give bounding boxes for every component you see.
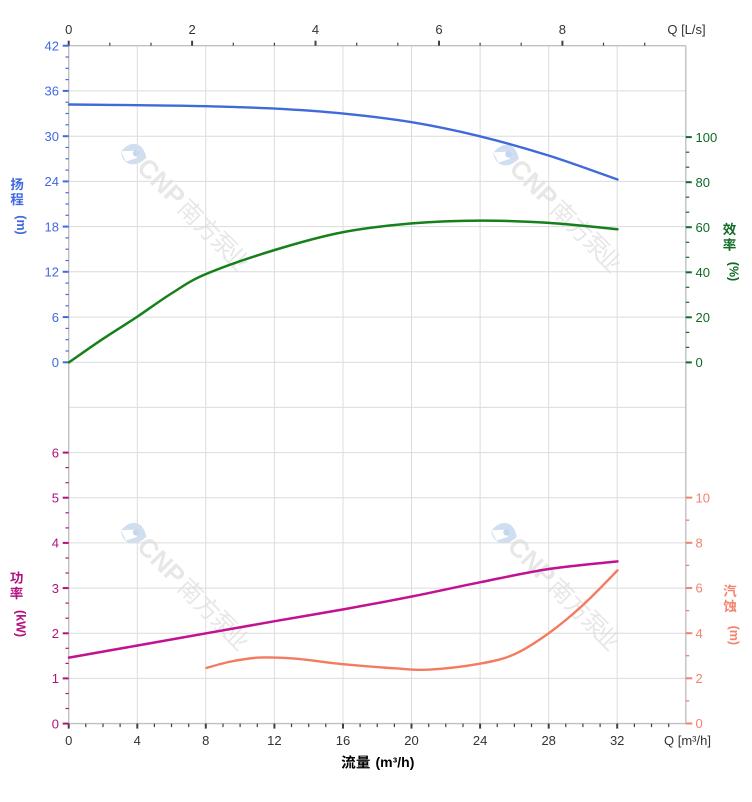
- svg-text:24: 24: [45, 174, 59, 189]
- svg-text:(%): (%): [727, 262, 741, 281]
- svg-text:0: 0: [65, 733, 72, 748]
- svg-text:4: 4: [134, 733, 141, 748]
- svg-text:18: 18: [45, 219, 59, 234]
- svg-text:100: 100: [696, 130, 718, 145]
- svg-text:0: 0: [52, 355, 59, 370]
- svg-text:6: 6: [52, 445, 59, 460]
- svg-text:40: 40: [696, 265, 710, 280]
- svg-text:12: 12: [45, 265, 59, 280]
- svg-text:4: 4: [696, 626, 703, 641]
- svg-text:60: 60: [696, 220, 710, 235]
- svg-text:Q [L/s]: Q [L/s]: [667, 22, 705, 37]
- svg-text:(m): (m): [727, 626, 741, 645]
- svg-text:1: 1: [52, 671, 59, 686]
- svg-text:6: 6: [52, 310, 59, 325]
- svg-text:2: 2: [696, 671, 703, 686]
- svg-text:16: 16: [336, 733, 350, 748]
- svg-text:28: 28: [541, 733, 555, 748]
- svg-text:8: 8: [696, 536, 703, 551]
- svg-text:32: 32: [610, 733, 624, 748]
- svg-text:0: 0: [52, 716, 59, 731]
- svg-text:3: 3: [52, 581, 59, 596]
- svg-text:0: 0: [696, 355, 703, 370]
- svg-text:80: 80: [696, 175, 710, 190]
- svg-text:8: 8: [202, 733, 209, 748]
- svg-text:30: 30: [45, 129, 59, 144]
- svg-text:10: 10: [696, 490, 710, 505]
- svg-text:6: 6: [696, 581, 703, 596]
- svg-text:2: 2: [188, 22, 195, 37]
- svg-text:4: 4: [52, 536, 59, 551]
- svg-text:20: 20: [404, 733, 418, 748]
- svg-text:36: 36: [45, 84, 59, 99]
- svg-text:4: 4: [312, 22, 319, 37]
- svg-text:(kW): (kW): [14, 610, 28, 637]
- svg-text:(m): (m): [14, 215, 28, 234]
- svg-text:0: 0: [65, 22, 72, 37]
- svg-text:8: 8: [559, 22, 566, 37]
- svg-text:24: 24: [473, 733, 487, 748]
- svg-text:12: 12: [267, 733, 281, 748]
- svg-text:20: 20: [696, 310, 710, 325]
- svg-text:2: 2: [52, 626, 59, 641]
- svg-text:6: 6: [435, 22, 442, 37]
- svg-text:0: 0: [696, 716, 703, 731]
- svg-text:42: 42: [45, 38, 59, 53]
- svg-text:(m³/h): (m³/h): [376, 754, 415, 770]
- svg-text:Q [m³/h]: Q [m³/h]: [664, 733, 711, 748]
- svg-text:5: 5: [52, 490, 59, 505]
